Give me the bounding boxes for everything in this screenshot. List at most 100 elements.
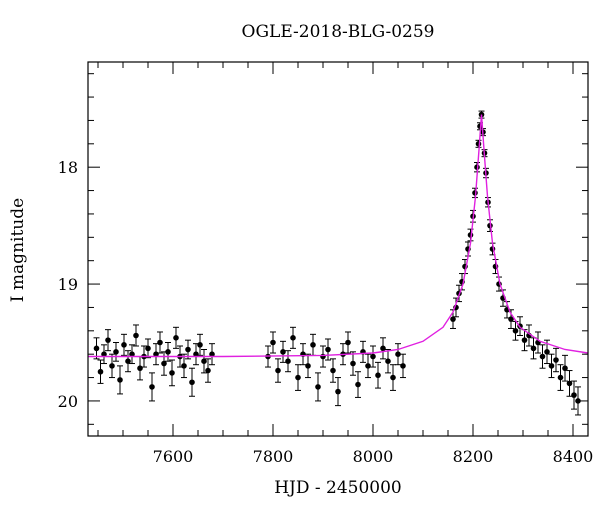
point-marker — [189, 379, 195, 386]
data-point — [571, 380, 577, 410]
point-marker — [285, 358, 291, 365]
data-point — [390, 364, 396, 391]
data-point — [209, 343, 215, 366]
point-marker — [330, 367, 336, 374]
point-marker — [145, 345, 151, 352]
data-point — [280, 340, 286, 363]
point-marker — [475, 141, 482, 147]
y-axis-label: I magnitude — [8, 197, 28, 303]
data-point — [370, 345, 376, 368]
point-marker — [315, 384, 321, 390]
point-marker — [97, 368, 104, 375]
data-point — [530, 337, 537, 360]
data-point — [169, 359, 175, 387]
point-marker — [270, 339, 276, 346]
data-point — [557, 364, 564, 391]
y-tick-label: 19 — [58, 275, 78, 294]
data-point — [113, 342, 119, 362]
data-layer — [93, 110, 581, 416]
data-point — [475, 139, 482, 148]
point-marker — [117, 377, 123, 383]
data-point — [320, 345, 326, 368]
axes-layer: 7600 7800 8000 8200 8400 18 19 20 — [58, 61, 593, 466]
point-marker — [385, 358, 391, 365]
data-point — [360, 340, 366, 363]
data-point — [350, 351, 356, 376]
point-marker — [280, 349, 286, 355]
point-marker — [365, 363, 371, 369]
data-point — [93, 337, 100, 360]
data-point — [197, 333, 203, 356]
data-point — [512, 320, 519, 341]
data-point — [365, 353, 371, 379]
point-marker — [165, 349, 171, 355]
point-marker — [113, 349, 119, 355]
point-marker — [205, 367, 211, 374]
point-marker — [400, 363, 406, 369]
plot-frame — [87, 61, 589, 437]
data-point — [400, 353, 406, 379]
point-marker — [157, 339, 163, 346]
point-marker — [325, 346, 331, 353]
data-point — [553, 347, 559, 373]
data-point — [185, 339, 191, 360]
data-point — [562, 354, 568, 382]
data-point — [97, 359, 104, 384]
chart-title: OGLE-2018-BLG-0259 — [241, 22, 435, 42]
data-point — [173, 326, 179, 349]
data-point — [153, 343, 159, 366]
point-marker — [161, 360, 167, 367]
point-marker — [149, 384, 155, 390]
point-marker — [121, 342, 127, 348]
point-marker — [521, 337, 528, 343]
point-marker — [508, 316, 514, 322]
data-point — [101, 344, 107, 365]
x-axis-label: HJD - 2450000 — [274, 478, 402, 498]
data-point — [330, 358, 336, 383]
data-point — [275, 358, 281, 383]
point-marker — [395, 351, 401, 357]
point-marker — [197, 342, 203, 348]
data-point — [109, 353, 115, 379]
point-marker — [310, 342, 316, 348]
point-marker — [109, 363, 115, 369]
data-point — [133, 324, 139, 347]
point-marker — [544, 349, 550, 355]
data-point — [105, 329, 111, 352]
x-tick-label: 8000 — [353, 447, 394, 466]
point-marker — [137, 365, 143, 372]
point-marker — [185, 346, 191, 353]
data-point — [290, 326, 296, 349]
data-point — [149, 372, 155, 402]
point-marker — [512, 328, 519, 334]
point-marker — [380, 345, 386, 352]
data-point — [539, 344, 546, 369]
data-point — [310, 333, 316, 356]
point-marker — [169, 370, 175, 376]
x-tick-label: 8200 — [453, 447, 494, 466]
data-point — [535, 331, 541, 354]
data-point — [205, 358, 211, 383]
point-marker — [335, 388, 341, 395]
data-point — [325, 338, 331, 361]
data-point — [193, 343, 199, 366]
point-marker — [345, 339, 351, 346]
point-marker — [295, 374, 301, 381]
data-point — [201, 349, 207, 374]
point-marker — [390, 374, 396, 381]
point-marker — [133, 332, 139, 339]
data-point — [121, 333, 127, 356]
point-marker — [209, 351, 215, 357]
point-marker — [553, 357, 559, 363]
point-marker — [557, 374, 564, 381]
point-marker — [129, 351, 135, 357]
data-point — [145, 338, 151, 359]
point-marker — [105, 337, 111, 343]
point-marker — [530, 345, 537, 352]
data-point — [385, 349, 391, 374]
data-point — [521, 329, 528, 352]
data-point — [355, 371, 361, 398]
data-point — [161, 351, 167, 376]
model-layer — [88, 114, 589, 358]
point-marker — [125, 358, 131, 365]
